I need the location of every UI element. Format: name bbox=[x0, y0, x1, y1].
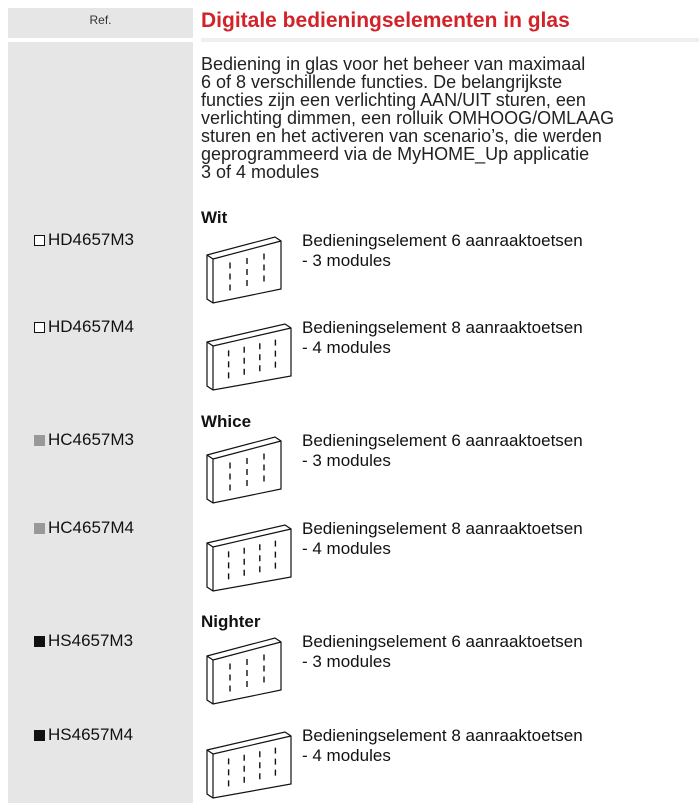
product-icon bbox=[206, 236, 282, 304]
item-ref: HC4657M4 bbox=[48, 518, 134, 537]
color-marker bbox=[34, 730, 45, 741]
ref-header: Ref. bbox=[89, 13, 112, 27]
group-name: Whice bbox=[201, 412, 252, 431]
item-description: - 4 modules bbox=[302, 338, 391, 357]
color-marker bbox=[34, 636, 45, 647]
item-description: Bedieningselement 8 aanraaktoetsen bbox=[302, 726, 583, 745]
item-ref: HC4657M3 bbox=[48, 430, 134, 449]
item-description: - 3 modules bbox=[302, 652, 391, 671]
description-line: 3 of 4 modules bbox=[201, 162, 320, 182]
color-marker bbox=[34, 523, 45, 534]
product-icon bbox=[206, 731, 292, 799]
item-description: - 4 modules bbox=[302, 746, 391, 765]
description-line: geprogrammeerd via de MyHOME_Up applicat… bbox=[201, 144, 590, 164]
description-line: sturen en het activeren van scenario’s, … bbox=[201, 126, 602, 146]
ref-header-cell bbox=[8, 8, 193, 38]
item-ref: HD4657M4 bbox=[48, 317, 134, 336]
item-description: - 3 modules bbox=[302, 451, 391, 470]
description-line: functies zijn een verlichting AAN/UIT st… bbox=[201, 90, 586, 110]
color-marker bbox=[34, 322, 45, 333]
item-description: Bedieningselement 6 aanraaktoetsen bbox=[302, 632, 583, 651]
item-ref: HD4657M3 bbox=[48, 230, 134, 249]
product-icon bbox=[206, 436, 282, 504]
item-description: Bedieningselement 6 aanraaktoetsen bbox=[302, 231, 583, 250]
item-description: Bedieningselement 6 aanraaktoetsen bbox=[302, 431, 583, 450]
title: Digitale bedieningselementen in glas bbox=[201, 9, 570, 32]
description-line: Bediening in glas voor het beheer van ma… bbox=[201, 54, 586, 74]
description-line: 6 of 8 verschillende functies. De belang… bbox=[201, 72, 563, 92]
product-icon bbox=[206, 524, 292, 592]
item-description: - 3 modules bbox=[302, 251, 391, 270]
description-line: verlichting dimmen, een rolluik OMHOOG/O… bbox=[201, 108, 615, 128]
product-icon bbox=[206, 637, 282, 705]
item-ref: HS4657M3 bbox=[48, 631, 134, 650]
item-description: Bedieningselement 8 aanraaktoetsen bbox=[302, 318, 583, 337]
ref-column bbox=[8, 42, 193, 803]
product-icon bbox=[206, 323, 292, 391]
group-name: Wit bbox=[201, 208, 228, 227]
item-description: - 4 modules bbox=[302, 539, 391, 558]
color-marker bbox=[34, 235, 45, 246]
item-ref: HS4657M4 bbox=[48, 725, 134, 744]
color-marker bbox=[34, 435, 45, 446]
title-rule bbox=[201, 38, 699, 42]
group-name: Nighter bbox=[201, 612, 261, 631]
item-description: Bedieningselement 8 aanraaktoetsen bbox=[302, 519, 583, 538]
